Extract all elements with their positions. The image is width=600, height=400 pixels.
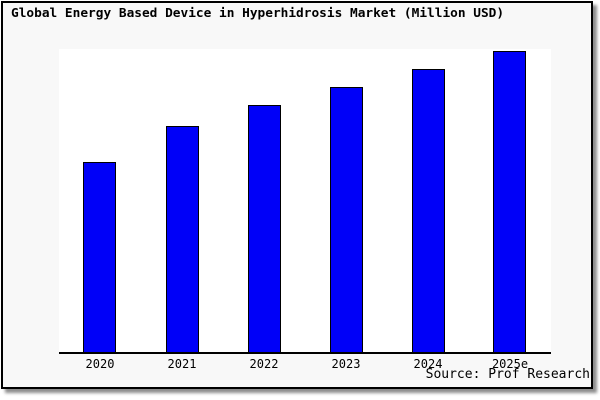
x-tick-label-2022: 2022: [249, 357, 279, 371]
x-tick-label-2023: 2023: [331, 357, 361, 371]
bar-2023: [329, 86, 363, 352]
x-tick-label-2025e: 2025e: [491, 357, 529, 371]
x-axis-ticks: 2020 2021 2022 2023 2024 2025e: [59, 357, 551, 373]
x-tick-label-2021: 2021: [167, 357, 197, 371]
bar-2020: [83, 162, 117, 352]
bar-2021: [165, 125, 199, 352]
x-tick-label-2024: 2024: [413, 357, 443, 371]
bar-2025e: [493, 50, 527, 352]
chart-title: Global Energy Based Device in Hyperhidro…: [11, 6, 505, 21]
bar-2024: [411, 68, 445, 352]
bar-2022: [247, 104, 281, 352]
x-tick-label-2020: 2020: [85, 357, 115, 371]
source-credit: Source: Prof Research: [425, 367, 590, 382]
plot-area: [59, 49, 551, 354]
